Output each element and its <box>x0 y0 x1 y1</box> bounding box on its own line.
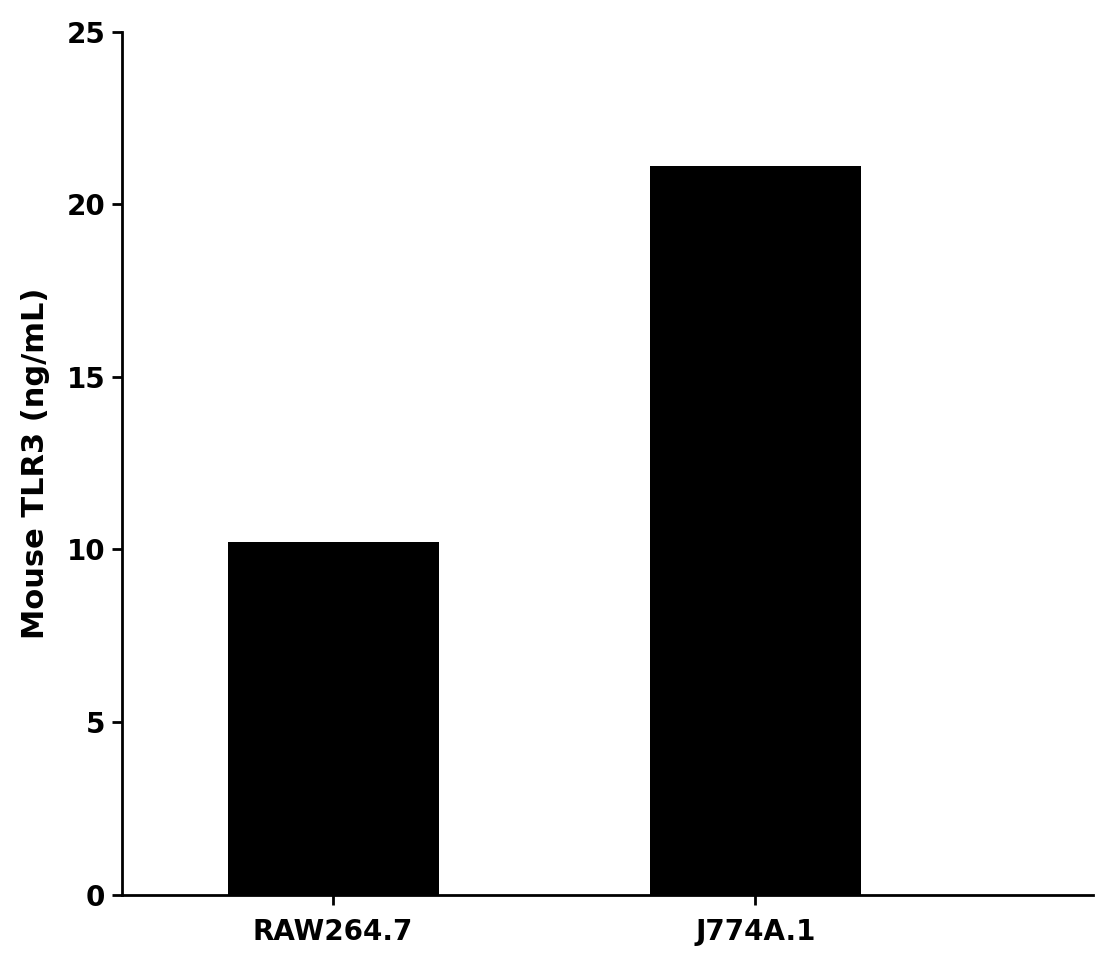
Bar <box>227 542 439 894</box>
Bar <box>649 166 861 894</box>
Y-axis label: Mouse TLR3 (ng/mL): Mouse TLR3 (ng/mL) <box>21 287 50 639</box>
